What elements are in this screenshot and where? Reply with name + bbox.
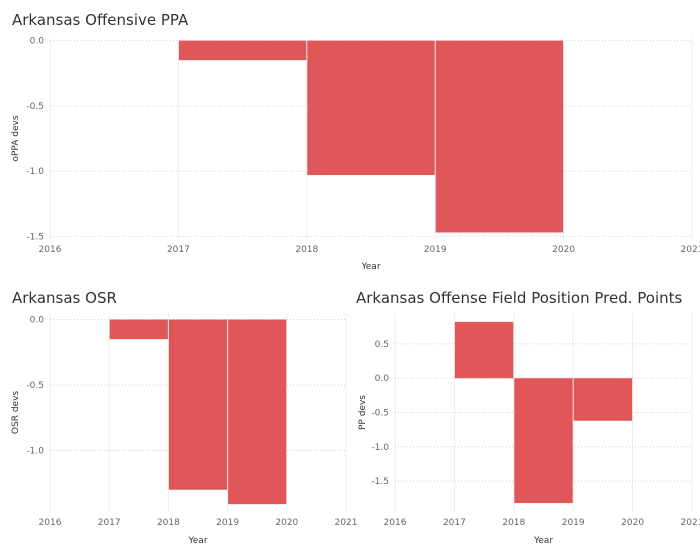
- y-tick-label: -1.0: [26, 167, 44, 177]
- y-tick-label: -1.5: [371, 477, 389, 487]
- chart-title: Arkansas Offense Field Position Pred. Po…: [356, 289, 683, 307]
- chart-title: Arkansas Offensive PPA: [12, 11, 189, 29]
- y-axis-label: PP devs: [358, 395, 368, 430]
- x-tick-label: 2019: [216, 518, 239, 528]
- chart-1: Arkansas Offensive PPA 2016 2017 2018 2019 20…: [11, 11, 700, 272]
- chart-title: Arkansas OSR: [12, 289, 117, 307]
- y-tick-label: -1.0: [371, 443, 389, 453]
- chart-3: Arkansas Offense Field Position Pred. Po…: [356, 289, 700, 546]
- x-tick-label: 2017: [98, 518, 121, 528]
- x-tick-label: 2021: [681, 245, 700, 255]
- x-tick-label: 2018: [157, 518, 180, 528]
- x-tick-label: 2018: [295, 245, 318, 255]
- y-tick-label: -0.5: [371, 409, 389, 419]
- y-tick-label: -1.0: [26, 446, 44, 456]
- x-tick-label: 2017: [167, 245, 190, 255]
- bar-2018: [168, 319, 228, 490]
- y-tick-label: 0.0: [375, 374, 390, 384]
- bar-2019: [573, 378, 633, 421]
- x-tick-label: 2020: [552, 245, 575, 255]
- x-tick-label: 2016: [39, 518, 62, 528]
- bar-2017: [454, 321, 514, 379]
- bar-2018: [514, 378, 573, 504]
- y-tick-label: -0.5: [26, 381, 44, 391]
- y-tick-label: 0.5: [375, 340, 389, 350]
- x-tick-label: 2016: [39, 245, 62, 255]
- x-tick-label: 2021: [681, 518, 700, 528]
- bar-2017: [109, 319, 168, 340]
- x-tick-label: 2021: [335, 518, 358, 528]
- y-tick-label: -1.5: [26, 232, 44, 242]
- x-tick-label: 2020: [275, 518, 298, 528]
- bar-2019: [228, 319, 287, 505]
- bar-2019: [435, 40, 564, 233]
- x-axis-label: Year: [360, 262, 380, 272]
- y-tick-label: 0.0: [30, 37, 45, 47]
- x-tick-label: 2019: [562, 518, 585, 528]
- x-tick-label: 2019: [424, 245, 447, 255]
- bar-2017: [178, 40, 307, 61]
- x-tick-label: 2020: [621, 518, 644, 528]
- x-tick-label: 2018: [502, 518, 525, 528]
- y-tick-label: -0.5: [26, 102, 44, 112]
- x-tick-label: 2017: [443, 518, 466, 528]
- y-tick-label: 0.0: [30, 316, 45, 326]
- x-tick-label: 2016: [384, 518, 407, 528]
- x-axis-label: Year: [187, 536, 207, 546]
- y-axis-label: OSR devs: [11, 391, 21, 434]
- chart-2: Arkansas OSR 2016 2017 2018 2019 2020 2021 0.0 -…: [11, 289, 357, 546]
- bar-2018: [307, 40, 435, 176]
- x-axis-label: Year: [533, 536, 553, 546]
- y-axis-label: oPPA devs: [11, 115, 21, 161]
